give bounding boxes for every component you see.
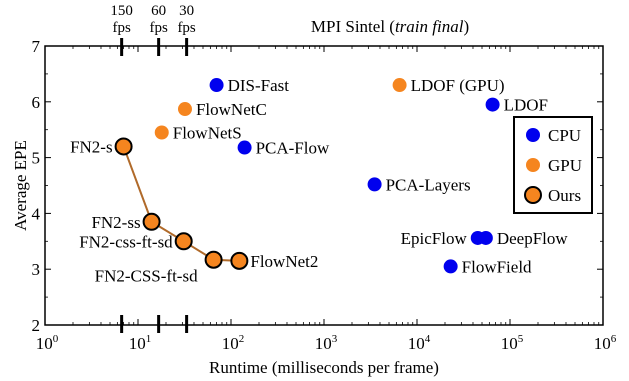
x-tick-label: 101: [129, 333, 152, 353]
point-label: FN2-s: [70, 137, 113, 156]
x-axis-title: Runtime (milliseconds per frame): [209, 358, 439, 377]
fps-unit-label: fps: [149, 20, 167, 36]
chart-title: MPI Sintel (train final): [311, 17, 469, 36]
x-tick-base: 10: [501, 334, 518, 353]
legend-marker: [526, 128, 540, 142]
x-tick-base: 10: [222, 334, 239, 353]
legend-marker: [526, 158, 540, 172]
point-marker: [154, 125, 169, 140]
point-label: FN2-css-ft-sd: [79, 232, 173, 251]
x-tick-label: 100: [36, 333, 59, 353]
point-label: FlowNet2: [250, 252, 318, 271]
y-tick-label: 6: [32, 93, 41, 112]
point-marker: [392, 78, 407, 93]
x-tick-base: 10: [594, 334, 611, 353]
legend-label: GPU: [548, 156, 582, 175]
legend-marker: [524, 186, 542, 204]
point-marker: [204, 250, 223, 269]
point-marker: [230, 251, 249, 270]
legend: CPU GPU Ours: [513, 116, 593, 214]
y-axis-title: Average EPE: [11, 140, 30, 231]
legend-label: Ours: [548, 186, 581, 205]
x-tick-exponent: 2: [239, 333, 245, 345]
y-tick-label: 4: [32, 204, 41, 223]
x-tick-base: 10: [408, 334, 425, 353]
point-label: DIS-Fast: [228, 76, 290, 95]
chart-title-main: MPI Sintel (: [311, 17, 395, 36]
x-tick-label: 105: [501, 333, 524, 353]
fps-unit-label: fps: [112, 20, 130, 36]
points-layer: [114, 78, 500, 274]
x-tick-base: 10: [36, 334, 53, 353]
point-marker: [174, 232, 193, 251]
point-label: DeepFlow: [497, 229, 569, 248]
point-marker: [177, 102, 192, 117]
point-labels-layer: DIS-Fast LDOF (GPU)LDOF FlowNetC FlowNetS PC…: [70, 76, 568, 286]
point-label: FlowField: [462, 257, 532, 276]
x-tick-label: 104: [408, 333, 431, 353]
y-tick-label: 3: [32, 260, 41, 279]
fps-unit-label: fps: [177, 20, 195, 36]
fps-value-label: 150: [110, 3, 133, 19]
x-tick-exponent: 0: [53, 333, 59, 345]
point-label: FN2-CSS-ft-sd: [95, 267, 198, 286]
point-label: LDOF: [504, 96, 548, 115]
x-tick-label: 103: [315, 333, 338, 353]
x-tick-exponent: 6: [611, 333, 617, 345]
fps-value-label: 60: [151, 3, 166, 19]
x-tick-base: 10: [315, 334, 332, 353]
fps-value-label: 30: [179, 3, 194, 19]
point-label: PCA-Flow: [256, 139, 330, 158]
x-tick-exponent: 3: [332, 333, 338, 345]
x-tick-label: 102: [222, 333, 245, 353]
y-tick-label: 7: [32, 37, 41, 56]
x-tick-label: 106: [594, 333, 617, 353]
point-marker: [485, 97, 500, 112]
chart-title-italic: train final: [395, 17, 464, 36]
point-marker: [237, 140, 252, 155]
point-marker: [209, 78, 224, 93]
point-label: FN2-ss: [91, 213, 140, 232]
y-tick-label: 5: [32, 149, 41, 168]
point-marker: [367, 177, 382, 192]
point-label: FlowNetC: [196, 100, 267, 119]
y-tick-label: 2: [32, 316, 41, 335]
x-tick-exponent: 5: [518, 333, 524, 345]
legend-label: CPU: [548, 126, 581, 145]
point-marker: [142, 212, 161, 231]
chart-title-close: ): [463, 17, 469, 36]
x-tick-base: 10: [129, 334, 146, 353]
point-marker: [114, 137, 133, 156]
point-marker: [478, 230, 493, 245]
x-tick-exponent: 4: [425, 333, 431, 345]
point-label: EpicFlow: [401, 229, 468, 248]
point-label: FlowNetS: [173, 123, 242, 142]
point-marker: [443, 259, 458, 274]
point-label: PCA-Layers: [386, 175, 471, 194]
x-tick-exponent: 1: [146, 333, 152, 345]
point-label: LDOF (GPU): [411, 76, 505, 95]
